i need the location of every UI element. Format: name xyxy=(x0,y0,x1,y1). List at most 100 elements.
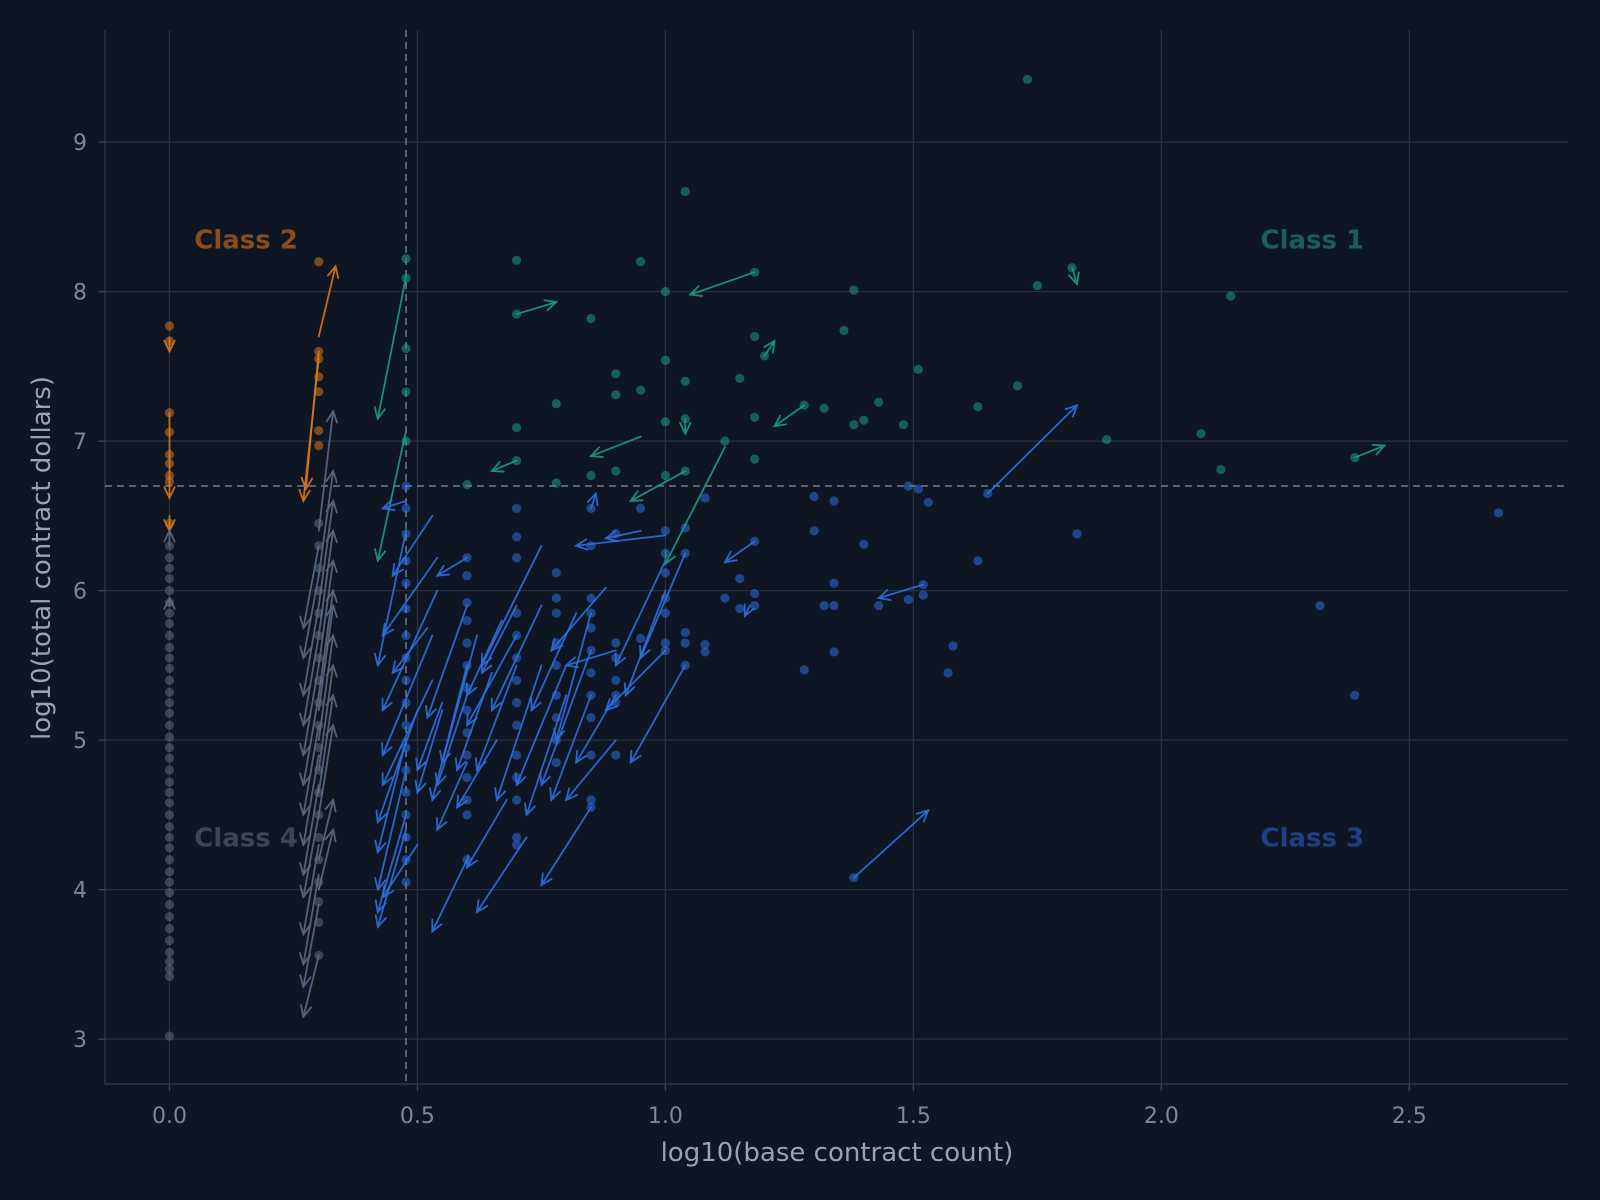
class1-point xyxy=(874,397,884,407)
class3-arrow xyxy=(530,612,578,713)
class3-arrow xyxy=(490,604,543,713)
class3-point xyxy=(401,877,411,887)
y-tick-label: 5 xyxy=(73,729,87,754)
grid-lines xyxy=(105,30,1568,1084)
class3-point xyxy=(680,627,690,638)
class4-point xyxy=(164,810,175,820)
class1-point xyxy=(973,402,983,412)
class3-point xyxy=(913,484,923,494)
class3-point xyxy=(874,600,884,611)
class3-point xyxy=(586,593,596,603)
class3-arrow xyxy=(515,664,568,787)
class3-point xyxy=(1072,529,1082,539)
class3-point xyxy=(462,772,472,783)
class1-arrow xyxy=(1353,443,1387,459)
class1-point xyxy=(1022,74,1033,84)
class3-arrow xyxy=(603,529,642,543)
class4-point xyxy=(164,832,175,842)
class1-point xyxy=(680,376,690,386)
class3-point xyxy=(551,568,561,578)
class3-arrow xyxy=(480,604,518,675)
class3-point xyxy=(512,720,522,730)
class4-arrow xyxy=(317,797,337,861)
class3-point xyxy=(512,832,522,842)
x-tick-label: 2.0 xyxy=(1144,1104,1179,1129)
class3-arrow xyxy=(435,556,468,577)
class1-arrow xyxy=(589,435,642,458)
class4-point xyxy=(164,687,175,697)
class3-point xyxy=(923,497,933,508)
class3-point xyxy=(401,481,411,491)
class1-arrow xyxy=(688,271,756,297)
class1-point xyxy=(819,403,829,413)
class3-point xyxy=(611,675,621,685)
class1-point xyxy=(551,399,561,409)
class4-arrow xyxy=(317,468,338,577)
class-labels: Class 1 Class 2 Class 3 Class 4 xyxy=(194,225,1364,853)
class1-point xyxy=(611,390,621,400)
class4-point xyxy=(164,753,175,763)
y-tick-label: 6 xyxy=(73,580,87,605)
class3-point xyxy=(829,578,839,588)
class4-arrow xyxy=(299,544,320,631)
class4-point xyxy=(164,675,175,685)
class4-point xyxy=(164,877,175,887)
class3-point xyxy=(512,698,522,708)
class4-point xyxy=(164,743,175,753)
class4-point xyxy=(164,777,175,787)
class3-arrow xyxy=(425,604,468,720)
class4-arrow xyxy=(317,827,337,891)
class3-point xyxy=(401,503,411,514)
class3-point xyxy=(636,633,646,644)
class4-point xyxy=(164,642,175,653)
y-tick-labels: 3 4 5 6 7 8 9 xyxy=(73,131,105,1053)
class1-point xyxy=(586,470,596,481)
class3-point xyxy=(586,713,596,723)
class1-point xyxy=(586,313,596,324)
class4-arrow xyxy=(317,603,338,712)
class3-point xyxy=(829,647,839,657)
class3-point xyxy=(859,539,869,549)
class1-point xyxy=(1216,464,1226,475)
class4-point xyxy=(314,832,324,842)
class1-point xyxy=(735,373,745,383)
class3-point xyxy=(512,532,522,542)
class3-point xyxy=(462,810,472,820)
class3-point xyxy=(943,668,953,678)
class3-point xyxy=(680,638,690,648)
class4-point xyxy=(314,563,324,573)
class1-point xyxy=(636,385,646,395)
class3-arrow xyxy=(381,679,434,787)
class4-point xyxy=(164,935,175,946)
class3-arrow xyxy=(614,559,667,668)
class4-point xyxy=(164,698,175,708)
class1-arrow xyxy=(664,446,726,566)
class3-arrow xyxy=(434,694,468,787)
class3-point xyxy=(750,589,760,599)
class4-arrow xyxy=(299,784,320,877)
class1-point xyxy=(401,343,411,354)
class3-point xyxy=(660,608,671,618)
class4-point xyxy=(164,586,175,596)
class3-point xyxy=(948,641,958,651)
class3-point xyxy=(735,574,745,584)
class1-point xyxy=(401,387,411,397)
class3-point xyxy=(401,720,411,730)
class3-arrow xyxy=(639,552,687,660)
class4-point xyxy=(164,708,175,718)
class4-point xyxy=(164,899,175,910)
class3-point xyxy=(660,568,671,578)
class4-arrow xyxy=(317,693,338,794)
x-tick-label: 1.5 xyxy=(896,1104,931,1129)
threshold-lines xyxy=(105,30,1568,1084)
class1-point xyxy=(898,420,909,430)
class4-point xyxy=(164,947,175,958)
class2-arrow xyxy=(300,350,320,492)
class3-arrow xyxy=(986,403,1079,495)
class3-point xyxy=(401,787,411,798)
class1-point xyxy=(660,417,671,427)
class3-arrow xyxy=(475,836,528,914)
class1-label: Class 1 xyxy=(1261,225,1365,255)
class3-point xyxy=(586,750,596,760)
